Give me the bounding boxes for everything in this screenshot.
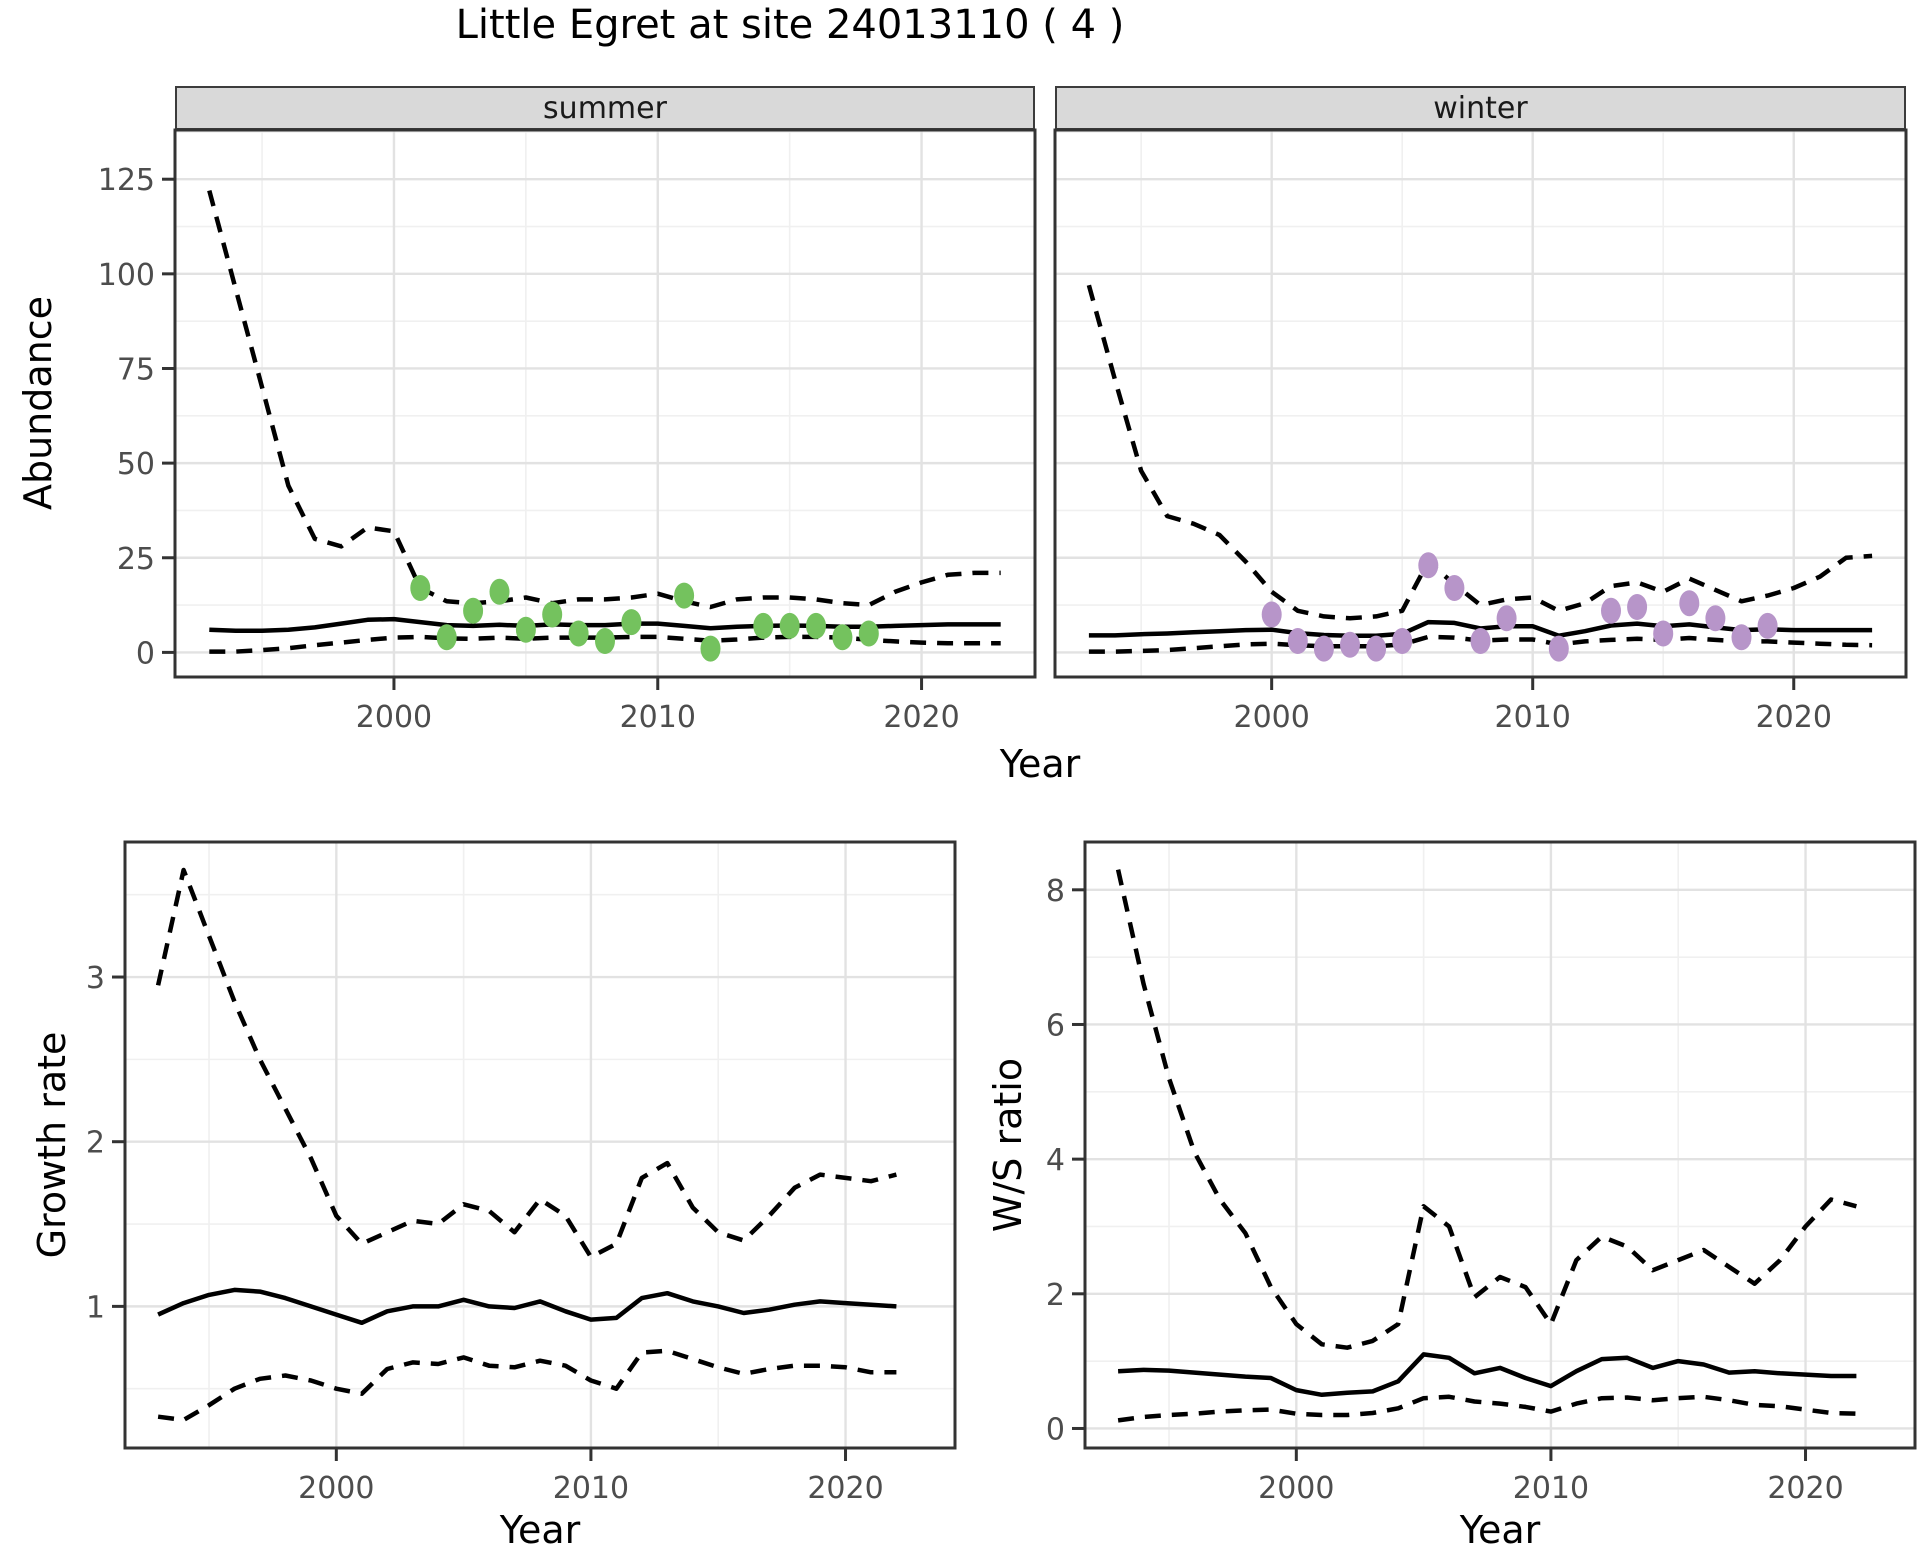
svg-text:2010: 2010 xyxy=(620,700,696,735)
ws-ratio-x-axis-title: Year xyxy=(1459,1508,1541,1552)
svg-text:2020: 2020 xyxy=(1767,1471,1843,1506)
svg-text:25: 25 xyxy=(117,542,155,577)
growth-rate-panel: 2000 2010 2020 1 2 3 xyxy=(86,840,957,1506)
svg-text:6: 6 xyxy=(1046,1008,1065,1043)
abundance-summer-panel: 2000 2010 2020 0 25 50 75 100 125 xyxy=(98,128,1037,735)
svg-text:2010: 2010 xyxy=(553,1471,629,1506)
abundance-y-axis-title: Abundance xyxy=(16,295,60,511)
ws-ratio-panel: 2000 2010 2020 0 2 4 6 8 xyxy=(1046,840,1917,1506)
svg-text:0: 0 xyxy=(136,636,155,671)
svg-text:75: 75 xyxy=(117,352,155,387)
svg-text:2000: 2000 xyxy=(1233,700,1309,735)
growth-rate-y-axis-title: Growth rate xyxy=(30,1031,74,1259)
svg-text:2: 2 xyxy=(86,1126,105,1161)
svg-text:125: 125 xyxy=(98,163,155,198)
svg-text:2000: 2000 xyxy=(356,700,432,735)
svg-text:2020: 2020 xyxy=(807,1471,883,1506)
chart-title: Little Egret at site 24013110 ( 4 ) xyxy=(455,2,1125,48)
svg-text:4: 4 xyxy=(1046,1143,1065,1178)
facet-label-summer: summer xyxy=(543,90,667,126)
svg-text:3: 3 xyxy=(86,961,105,996)
svg-text:2000: 2000 xyxy=(1258,1471,1334,1506)
svg-text:8: 8 xyxy=(1046,874,1065,909)
abundance-x-axis-title: Year xyxy=(999,742,1081,786)
svg-text:50: 50 xyxy=(117,447,155,482)
svg-text:0: 0 xyxy=(1046,1412,1065,1447)
svg-text:100: 100 xyxy=(98,258,155,293)
svg-text:2010: 2010 xyxy=(1513,1471,1589,1506)
svg-text:2020: 2020 xyxy=(883,700,959,735)
facet-strip-summer: summer xyxy=(175,86,1035,130)
svg-text:1: 1 xyxy=(86,1290,105,1325)
abundance-winter-panel: 2000 2010 2020 xyxy=(1053,128,1908,735)
svg-text:2010: 2010 xyxy=(1495,700,1571,735)
svg-text:2000: 2000 xyxy=(298,1471,374,1506)
ws-ratio-y-axis-title: W/S ratio xyxy=(986,1057,1030,1233)
facet-label-winter: winter xyxy=(1433,90,1528,126)
growth-rate-x-axis-title: Year xyxy=(499,1508,581,1552)
facet-strip-winter: winter xyxy=(1055,86,1906,130)
svg-text:2020: 2020 xyxy=(1756,700,1832,735)
svg-text:2: 2 xyxy=(1046,1278,1065,1313)
